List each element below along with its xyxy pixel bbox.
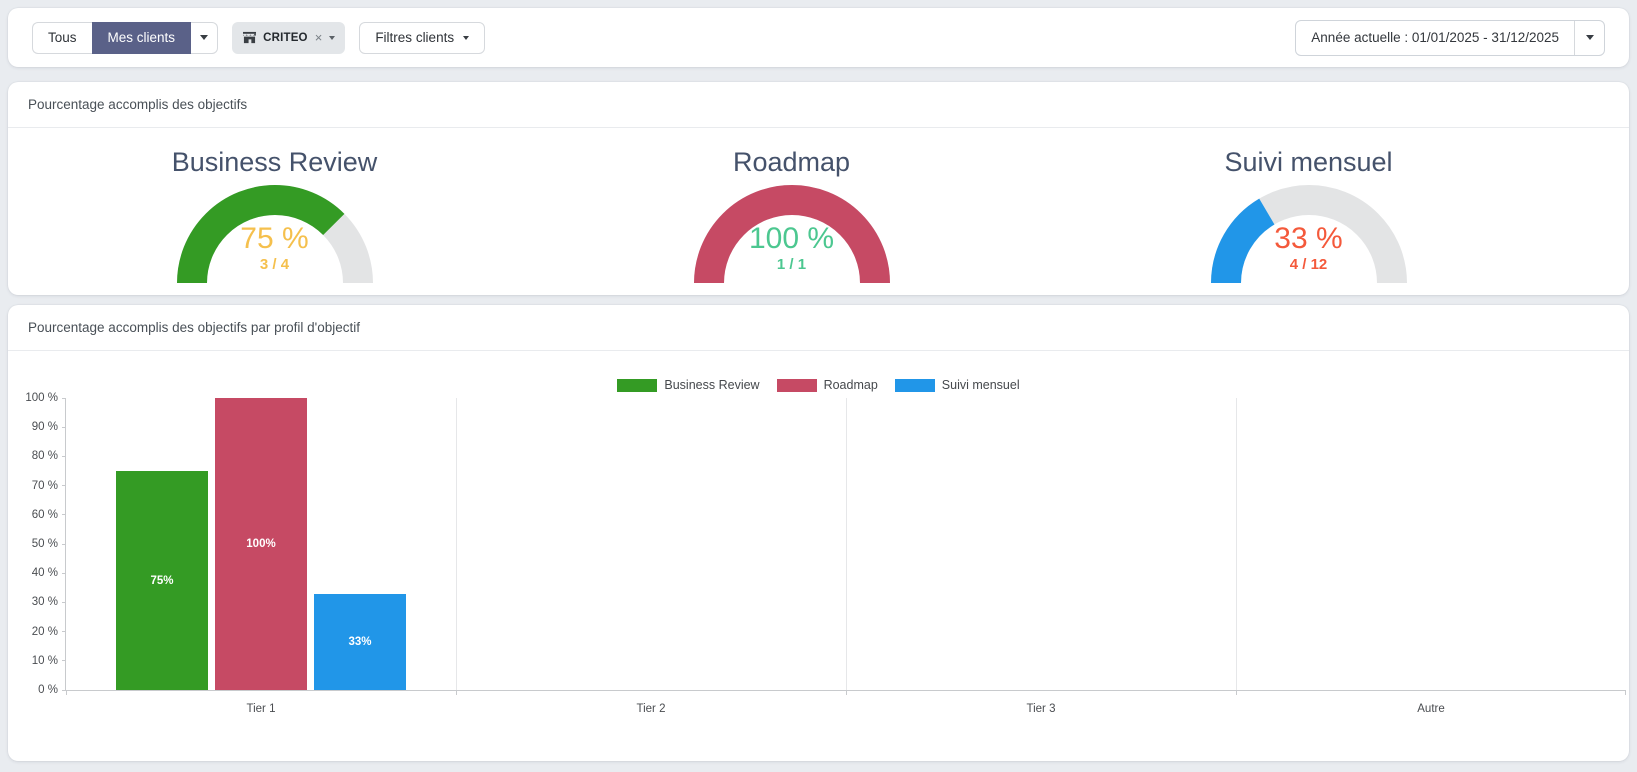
bar-suivi-mensuel-tier-1[interactable]: 33% [314,593,406,690]
bar-business-review-tier-1[interactable]: 75% [116,471,208,690]
y-axis-tick-label: 60 % [31,508,58,521]
y-axis-tick-mark [62,397,66,399]
client-filters-button[interactable]: Filtres clients [359,21,486,54]
bar-value-label: 75% [150,574,174,587]
bar-value-label: 100% [246,538,276,550]
company-icon [242,31,257,44]
y-axis-tick-mark [62,660,66,662]
y-axis-tick-label: 70 % [31,479,58,492]
client-filters-label: Filtres clients [375,30,455,45]
y-axis-tick-label: 50 % [31,538,58,550]
chevron-down-icon[interactable] [329,35,336,40]
x-axis-category-label: Tier 1 [246,703,276,715]
category-separator [456,398,457,690]
by-profile-panel: Pourcentage accomplis des objectifs par … [8,305,1629,761]
y-axis-tick-mark [62,631,66,633]
legend-label: Suivi mensuel [941,378,1020,392]
y-axis-tick-label: 20 % [31,625,58,638]
by-profile-panel-title: Pourcentage accomplis des objectifs par … [8,305,1629,351]
bar-value-label: 33% [348,635,372,648]
y-axis-tick-mark [62,572,66,574]
x-axis-tick-mark [846,690,847,695]
y-axis-tick-label: 100 % [25,392,58,404]
x-axis-tick-mark [1625,690,1626,695]
chevron-down-icon [200,35,209,40]
chevron-down-icon [1585,35,1594,40]
category-separator [1236,398,1237,690]
legend-item-business-review[interactable]: Business Review [617,378,760,392]
scope-filter-group: Tous Mes clients [32,21,219,54]
client-tag[interactable]: CRITEO × [232,21,346,54]
y-axis-tick-label: 90 % [31,421,58,434]
legend-swatch [894,378,935,392]
legend-label: Business Review [664,378,760,392]
date-range-dropdown-button[interactable] [1574,20,1604,55]
legend-item-suivi-mensuel[interactable]: Suivi mensuel [894,378,1020,392]
gauge-title: Roadmap [732,147,851,177]
bar-roadmap-tier-1[interactable]: 100% [215,398,307,690]
x-axis-category-label: Autre [1417,703,1445,715]
bar-plot-area: 0 % 10 % 20 % 30 % 40 % 50 % 60 % 70 % 80 % 90 % 1… [25,392,1626,715]
legend-swatch [776,378,817,392]
gauge-chart: 100 % 1 / 1 [693,184,890,287]
y-axis-tick-mark [62,514,66,516]
legend-label: Roadmap [823,378,878,392]
y-axis-tick-label: 40 % [31,567,58,580]
y-axis-tick-mark [62,543,66,545]
y-axis-tick-label: 10 % [31,654,58,667]
gauge-chart: 33 % 4 / 12 [1210,184,1407,287]
date-range-value: Année actuelle : 01/01/2025 - 31/12/2025 [1311,30,1559,45]
client-tag-label: CRITEO [263,31,308,44]
y-axis-tick-mark [62,455,66,457]
x-axis-category-label: Tier 2 [636,703,666,715]
x-axis-tick-mark [66,690,67,695]
legend-swatch [617,378,658,392]
gauge-business-review[interactable]: Business Review 75 % 3 / 4 [16,128,533,287]
y-axis-tick-mark [62,485,66,487]
chevron-down-icon [463,35,470,40]
scope-filter-dropdown-button[interactable] [191,21,219,54]
y-axis-tick-mark [62,601,66,603]
goals-panel: Pourcentage accomplis des objectifs Busi… [8,82,1629,295]
x-axis-tick-mark [456,690,457,695]
gauges-row: Business Review 75 % 3 / 4 Roadmap [8,128,1629,287]
filter-my-clients-button[interactable]: Mes clients [91,21,192,54]
y-axis-tick-label: 80 % [31,450,58,463]
filter-all-button[interactable]: Tous [32,21,92,54]
x-axis-category-label: Tier 3 [1026,703,1056,715]
gauge-roadmap[interactable]: Roadmap 100 % 1 / 1 [533,128,1050,287]
filters-toolbar: Tous Mes clients CRITEO × Filtres client… [8,8,1629,67]
date-range-select[interactable]: Année actuelle : 01/01/2025 - 31/12/2025 [1295,19,1605,56]
remove-tag-icon[interactable]: × [314,30,323,45]
y-axis-tick-label: 0 % [38,684,58,696]
y-axis-tick-mark [62,426,66,428]
legend-item-roadmap[interactable]: Roadmap [776,378,878,392]
x-axis-tick-mark [1236,690,1237,695]
y-axis-tick-label: 30 % [31,596,58,609]
gauge-title: Business Review [171,147,378,177]
gauge-suivi-mensuel[interactable]: Suivi mensuel 33 % 4 / 12 [1050,128,1567,287]
chart-legend: Business Review Roadmap Suivi mensuel [8,378,1629,392]
gauge-chart: 75 % 3 / 4 [176,184,373,287]
goals-panel-title: Pourcentage accomplis des objectifs [8,82,1629,128]
category-separator [846,398,847,690]
y-axis-tick-mark [62,689,66,691]
gauge-title: Suivi mensuel [1224,147,1393,177]
